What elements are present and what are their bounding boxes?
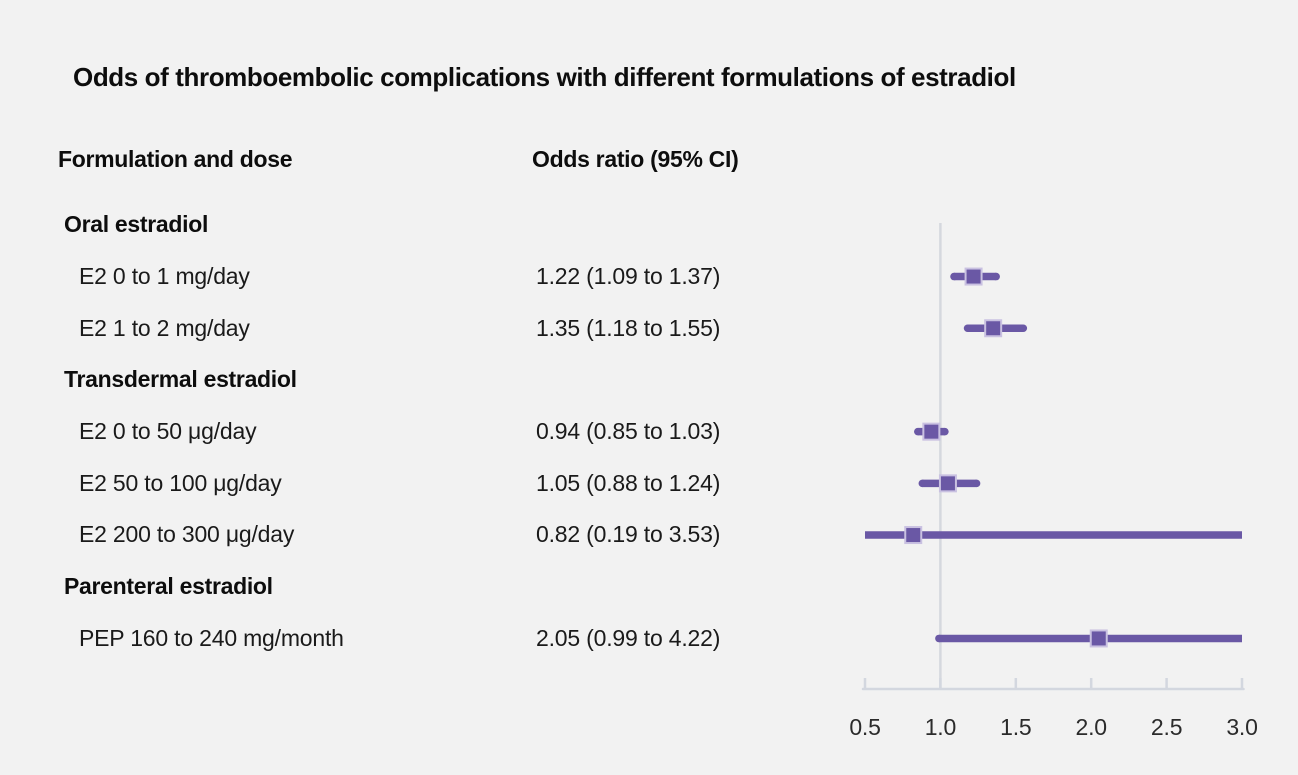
x-axis-tick-label: 2.0 <box>1076 714 1107 740</box>
column-header-odds-ratio: Odds ratio (95% CI) <box>532 146 739 172</box>
section-label: Oral estradiol <box>64 211 209 238</box>
section-label: Transdermal estradiol <box>64 366 297 393</box>
column-header-formulation: Formulation and dose <box>58 146 293 172</box>
point-estimate-marker <box>922 422 941 441</box>
point-estimate-marker <box>904 526 923 545</box>
item-row: PEP 160 to 240 mg/month 2.05 (0.99 to 4.2… <box>0 613 840 665</box>
item-row: E2 0 to 50 μg/day 0.94 (0.85 to 1.03) <box>0 406 840 458</box>
item-row: E2 1 to 2 mg/day 1.35 (1.18 to 1.55) <box>0 302 840 354</box>
ci-cap-right <box>992 272 1000 281</box>
odds-ratio-value: 1.35 (1.18 to 1.55) <box>536 314 721 341</box>
item-row: E2 200 to 300 μg/day 0.82 (0.19 to 3.53) <box>0 509 840 561</box>
odds-ratio-value: 1.05 (0.88 to 1.24) <box>536 469 721 496</box>
ci-cap-left <box>935 634 943 643</box>
ci-cap-left <box>963 324 972 332</box>
ci-cap-right <box>1019 324 1028 332</box>
point-estimate-marker <box>984 319 1003 338</box>
ci-cap-left <box>950 272 958 281</box>
x-axis-tick-label: 0.5 <box>849 714 880 740</box>
section-row: Parenteral estradiol <box>0 561 840 613</box>
item-label: E2 0 to 50 μg/day <box>79 418 257 445</box>
x-axis-tick-label: 1.0 <box>925 714 956 740</box>
section-row: Oral estradiol <box>0 199 840 251</box>
item-label: E2 200 to 300 μg/day <box>79 521 295 548</box>
ci-cap-left <box>918 479 927 488</box>
figure-title: Odds of thromboembolic complications wit… <box>73 62 1016 92</box>
item-label: E2 0 to 1 mg/day <box>79 263 250 290</box>
item-label: E2 1 to 2 mg/day <box>79 314 250 341</box>
odds-ratio-value: 0.94 (0.85 to 1.03) <box>536 418 721 445</box>
item-label: PEP 160 to 240 mg/month <box>79 624 344 651</box>
point-estimate-marker <box>964 267 983 286</box>
x-axis-tick-label: 2.5 <box>1151 714 1182 740</box>
odds-ratio-value: 1.22 (1.09 to 1.37) <box>536 263 721 290</box>
ci-cap-right <box>941 427 949 436</box>
item-label: E2 50 to 100 μg/day <box>79 469 282 496</box>
ci-cap-right <box>972 479 981 488</box>
point-estimate-marker <box>1089 629 1108 648</box>
odds-ratio-value: 2.05 (0.99 to 4.22) <box>536 624 721 651</box>
section-row: Transdermal estradiol <box>0 354 840 406</box>
odds-ratio-value: 0.82 (0.19 to 3.53) <box>536 521 721 548</box>
row-list: Oral estradiol E2 0 to 1 mg/day 1.22 (1.09… <box>0 199 840 664</box>
point-estimate-marker <box>938 474 957 493</box>
x-axis-tick-label: 1.5 <box>1000 714 1031 740</box>
item-row: E2 50 to 100 μg/day 1.05 (0.88 to 1.24) <box>0 457 840 509</box>
x-axis-tick-label: 3.0 <box>1226 714 1257 740</box>
ci-cap-left <box>914 427 922 436</box>
item-row: E2 0 to 1 mg/day 1.22 (1.09 to 1.37) <box>0 251 840 303</box>
section-label: Parenteral estradiol <box>64 573 273 600</box>
